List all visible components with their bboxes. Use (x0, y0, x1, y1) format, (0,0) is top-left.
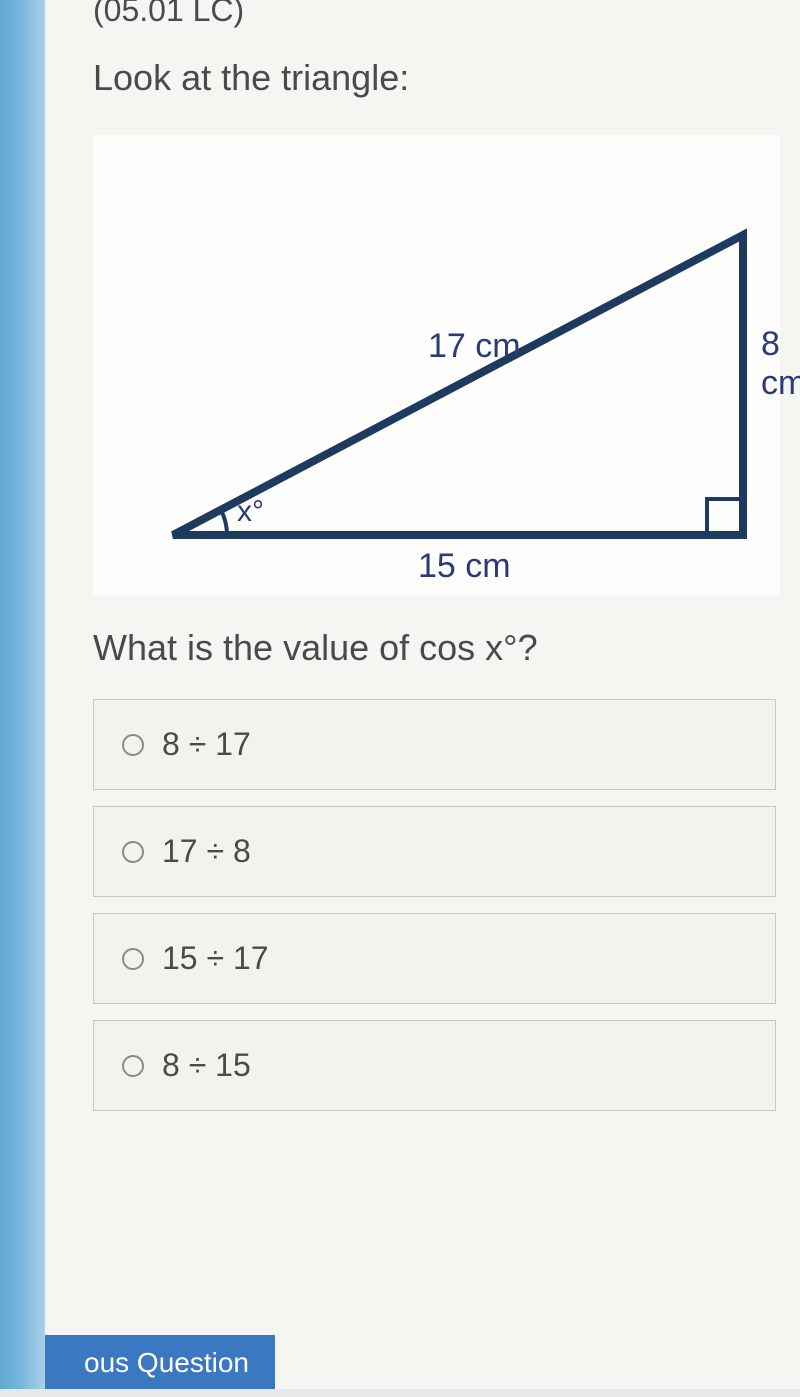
hypotenuse-label: 17 cm (428, 327, 521, 366)
question-code: (05.01 LC) (45, 0, 800, 29)
previous-question-button[interactable]: ous Question (45, 1335, 275, 1389)
right-angle-mark (707, 499, 743, 535)
instruction-text-1: Look at the triangle: (45, 29, 800, 99)
opposite-label: 8 cm (761, 325, 800, 403)
option-c[interactable]: 15 ÷ 17 (93, 913, 776, 1004)
option-d[interactable]: 8 ÷ 15 (93, 1020, 776, 1111)
radio-icon (122, 841, 144, 863)
triangle-figure: x° 17 cm 8 cm 15 cm (93, 135, 780, 595)
instruction-text-2: What is the value of cos x°? (45, 627, 800, 669)
adjacent-label: 15 cm (418, 547, 511, 586)
triangle-shape (173, 235, 743, 535)
option-a[interactable]: 8 ÷ 17 (93, 699, 776, 790)
option-label: 8 ÷ 15 (162, 1047, 251, 1084)
option-label: 8 ÷ 17 (162, 726, 251, 763)
option-label: 15 ÷ 17 (162, 940, 269, 977)
triangle-svg: x° (123, 155, 800, 585)
option-b[interactable]: 17 ÷ 8 (93, 806, 776, 897)
option-label: 17 ÷ 8 (162, 833, 251, 870)
radio-icon (122, 1055, 144, 1077)
radio-icon (122, 734, 144, 756)
radio-icon (122, 948, 144, 970)
left-accent-bar (0, 0, 45, 1389)
question-panel: (05.01 LC) Look at the triangle: x° 17 c… (45, 0, 800, 1389)
angle-label: x° (237, 495, 264, 528)
options-list: 8 ÷ 17 17 ÷ 8 15 ÷ 17 8 ÷ 15 (93, 699, 776, 1111)
